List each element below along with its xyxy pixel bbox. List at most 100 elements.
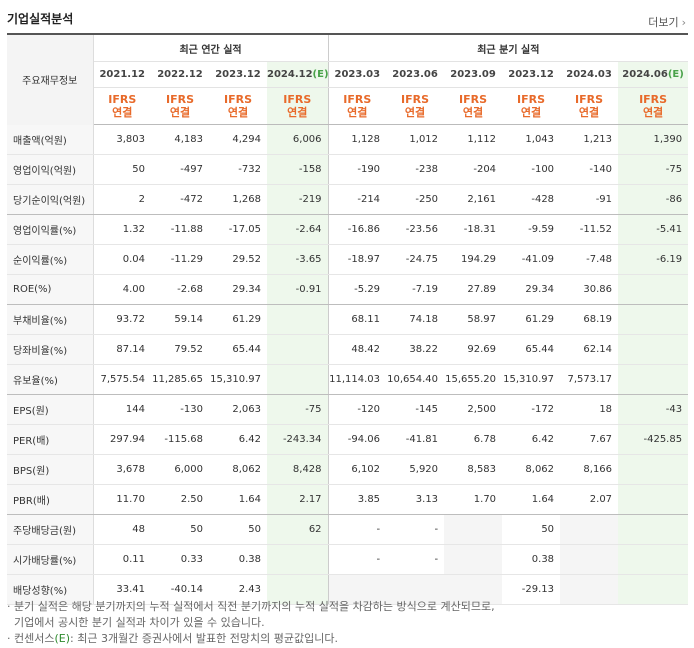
consolidated-label: 연결: [578, 106, 600, 119]
table-top-border: [7, 33, 688, 35]
data-cell: 2.07: [560, 484, 619, 515]
data-cell: -: [328, 544, 387, 575]
period-label: 2024.12: [267, 69, 313, 80]
period-label: 2024.03: [566, 69, 612, 80]
data-cell: -214: [328, 184, 387, 215]
data-cell: 62: [267, 514, 329, 545]
table-row: 영업이익률(%) 1.32 -11.88 -17.05 -2.64 -16.86 -23.5…: [7, 214, 689, 245]
data-cell: 18: [560, 394, 619, 425]
period-label: 2023.12: [508, 69, 554, 80]
data-cell: -43: [618, 394, 689, 425]
data-cell: 8,583: [444, 454, 503, 485]
data-cell: -94.06: [328, 424, 387, 455]
row-label: 순이익률(%): [7, 244, 94, 275]
ifrs-label: IFRS: [166, 93, 194, 106]
data-cell: 4,294: [209, 124, 267, 155]
table-row: 당좌비율(%) 87.14 79.52 65.44 48.42 38.22 92.69 65.…: [7, 334, 689, 365]
data-cell: 29.34: [502, 274, 561, 305]
data-cell: -7.48: [560, 244, 619, 275]
data-cell: 79.52: [151, 334, 209, 365]
data-cell: 74.18: [386, 304, 445, 335]
more-link[interactable]: 더보기 ›: [648, 14, 686, 30]
data-cell: -17.05: [209, 214, 267, 245]
data-cell: -120: [328, 394, 387, 425]
data-cell: 1,012: [386, 124, 445, 155]
data-cell: [560, 544, 619, 575]
data-cell: [444, 514, 503, 545]
consolidated-label: 연결: [404, 106, 426, 119]
data-cell: -238: [386, 154, 445, 185]
ifrs-header: IFRS 연결: [502, 87, 561, 125]
ifrs-header: IFRS 연결: [209, 87, 267, 125]
data-cell: -0.91: [267, 274, 329, 305]
data-cell: 0.04: [93, 244, 151, 275]
data-cell: -11.88: [151, 214, 209, 245]
data-cell: -219: [267, 184, 329, 215]
period-header: 2023.06: [386, 61, 445, 88]
data-cell: 50: [93, 154, 151, 185]
data-cell: 194.29: [444, 244, 503, 275]
ifrs-label: IFRS: [108, 93, 137, 106]
data-cell: [618, 544, 689, 575]
row-label: 시가배당률(%): [7, 544, 94, 575]
data-cell: -29.13: [502, 574, 561, 605]
data-cell: -18.97: [328, 244, 387, 275]
period-header: 2023.12: [502, 61, 561, 88]
data-cell: 15,310.97: [209, 364, 267, 395]
row-label: ROE(%): [7, 274, 94, 305]
data-cell: -91: [560, 184, 619, 215]
ifrs-label: IFRS: [283, 93, 312, 106]
data-cell: [267, 334, 329, 365]
data-cell: 65.44: [209, 334, 267, 365]
data-cell: -130: [151, 394, 209, 425]
consolidated-label: 연결: [642, 106, 664, 119]
data-cell: -497: [151, 154, 209, 185]
period-label: 2024.06: [622, 69, 668, 80]
data-cell: 1.64: [502, 484, 561, 515]
data-cell: -11.29: [151, 244, 209, 275]
period-header: 2023.09: [444, 61, 503, 88]
data-cell: 1.70: [444, 484, 503, 515]
data-cell: [618, 514, 689, 545]
data-cell: 68.11: [328, 304, 387, 335]
period-header: 2022.12: [151, 61, 209, 88]
data-cell: -472: [151, 184, 209, 215]
period-label: 2023.09: [450, 69, 496, 80]
data-cell: 3,678: [93, 454, 151, 485]
data-cell: 65.44: [502, 334, 561, 365]
data-cell: -11.52: [560, 214, 619, 245]
data-cell: 61.29: [209, 304, 267, 335]
data-cell: 50: [502, 514, 561, 545]
consolidated-label: 연결: [462, 106, 484, 119]
data-cell: -: [386, 514, 445, 545]
data-cell: -2.64: [267, 214, 329, 245]
data-cell: -140: [560, 154, 619, 185]
ifrs-header: IFRS 연결: [267, 87, 329, 125]
period-header: 2024.06(E): [618, 61, 689, 88]
data-cell: 6,102: [328, 454, 387, 485]
data-cell: 6.78: [444, 424, 503, 455]
data-cell: 11,114.03: [328, 364, 387, 395]
period-label: 2022.12: [157, 69, 203, 80]
data-cell: -86: [618, 184, 689, 215]
data-cell: [386, 574, 445, 605]
data-cell: [444, 574, 503, 605]
data-cell: 0.38: [502, 544, 561, 575]
data-cell: -23.56: [386, 214, 445, 245]
data-cell: 15,655.20: [444, 364, 503, 395]
data-cell: -: [386, 544, 445, 575]
data-cell: -40.14: [151, 574, 209, 605]
data-cell: -2.68: [151, 274, 209, 305]
data-cell: 8,062: [502, 454, 561, 485]
data-cell: 38.22: [386, 334, 445, 365]
table-row: BPS(원) 3,678 6,000 8,062 8,428 6,102 5,920 8,58…: [7, 454, 689, 485]
data-cell: [560, 574, 619, 605]
data-cell: 87.14: [93, 334, 151, 365]
data-cell: 1,390: [618, 124, 689, 155]
data-cell: 4,183: [151, 124, 209, 155]
row-label: 주당배당금(원): [7, 514, 94, 545]
row-label: BPS(원): [7, 454, 94, 485]
data-cell: 1,213: [560, 124, 619, 155]
data-cell: -732: [209, 154, 267, 185]
row-label: 당좌비율(%): [7, 334, 94, 365]
